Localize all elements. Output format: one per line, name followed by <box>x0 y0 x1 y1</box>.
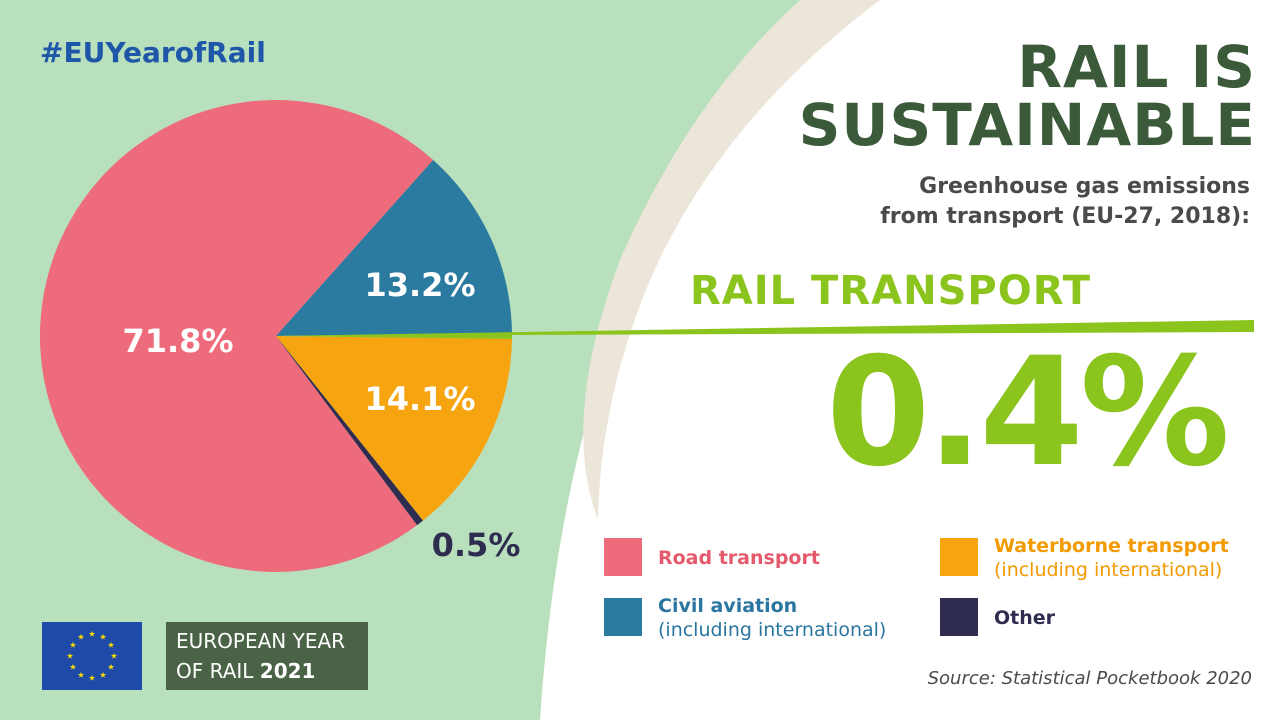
eu-star-icon <box>108 641 115 648</box>
label-waterborne: 14.1% <box>364 380 475 418</box>
slice-road <box>39 99 434 572</box>
eu-star-icon <box>99 633 107 640</box>
eu-star-icon <box>66 652 74 659</box>
legend-swatch-road <box>604 538 642 576</box>
eu-star-icon <box>110 652 118 659</box>
label-road: 71.8% <box>122 322 233 360</box>
eu-star-icon <box>88 630 96 637</box>
rail-transport-value: 0.4% <box>826 326 1230 500</box>
subtitle-line-2: from transport (EU-27, 2018): <box>880 204 1250 229</box>
white-panel <box>540 0 1280 720</box>
rail-highlight-line <box>276 320 1254 336</box>
slice-waterborne <box>276 336 512 521</box>
legend-label-road: Road transport <box>658 547 820 569</box>
eu-star-icon <box>77 633 85 640</box>
legend-swatch-other <box>940 598 978 636</box>
legend-label-aviation: Civil aviation <box>658 595 798 617</box>
eu-flag-icon <box>42 622 142 690</box>
badge-year: 2021 <box>259 659 316 683</box>
legend-sublabel-waterborne: (including international) <box>994 559 1223 581</box>
legend-sublabel-aviation: (including international) <box>658 619 887 641</box>
hashtag: #EUYearofRail <box>40 36 266 69</box>
badge-line-2-prefix: OF RAIL <box>176 659 260 683</box>
source-note: Source: Statistical Pocketbook 2020 <box>927 668 1252 689</box>
title-line-2: SUSTAINABLE <box>798 91 1256 159</box>
title-line-1: RAIL IS <box>1017 33 1256 101</box>
legend-swatch-aviation <box>604 598 642 636</box>
badge-line-1: EUROPEAN YEAR <box>176 629 346 653</box>
legend-label-waterborne: Waterborne transport <box>994 535 1229 557</box>
slice-other <box>276 336 423 526</box>
page-title: RAIL IS SUSTAINABLE <box>799 38 1256 154</box>
eu-star-icon <box>77 671 85 678</box>
eu-stars-icon <box>66 630 118 681</box>
legend-swatch-waterborne <box>940 538 978 576</box>
eu-star-icon <box>69 641 76 648</box>
chart-subtitle: Greenhouse gas emissions from transport … <box>880 172 1250 232</box>
eu-star-icon <box>69 663 76 670</box>
eu-star-icon <box>88 674 96 681</box>
legend-label-other: Other <box>994 607 1056 629</box>
label-other: 0.5% <box>432 526 521 564</box>
slice-aviation <box>276 159 512 336</box>
badge-line-2: OF RAIL 2021 <box>176 656 368 686</box>
eu-star-icon <box>99 671 107 678</box>
european-year-of-rail-badge: EUROPEAN YEAR OF RAIL 2021 <box>166 622 368 690</box>
rail-transport-label: RAIL TRANSPORT <box>690 268 1091 314</box>
beige-ribbon <box>583 0 880 520</box>
label-aviation: 13.2% <box>364 266 475 304</box>
subtitle-line-1: Greenhouse gas emissions <box>919 174 1250 199</box>
eu-star-icon <box>108 663 115 670</box>
